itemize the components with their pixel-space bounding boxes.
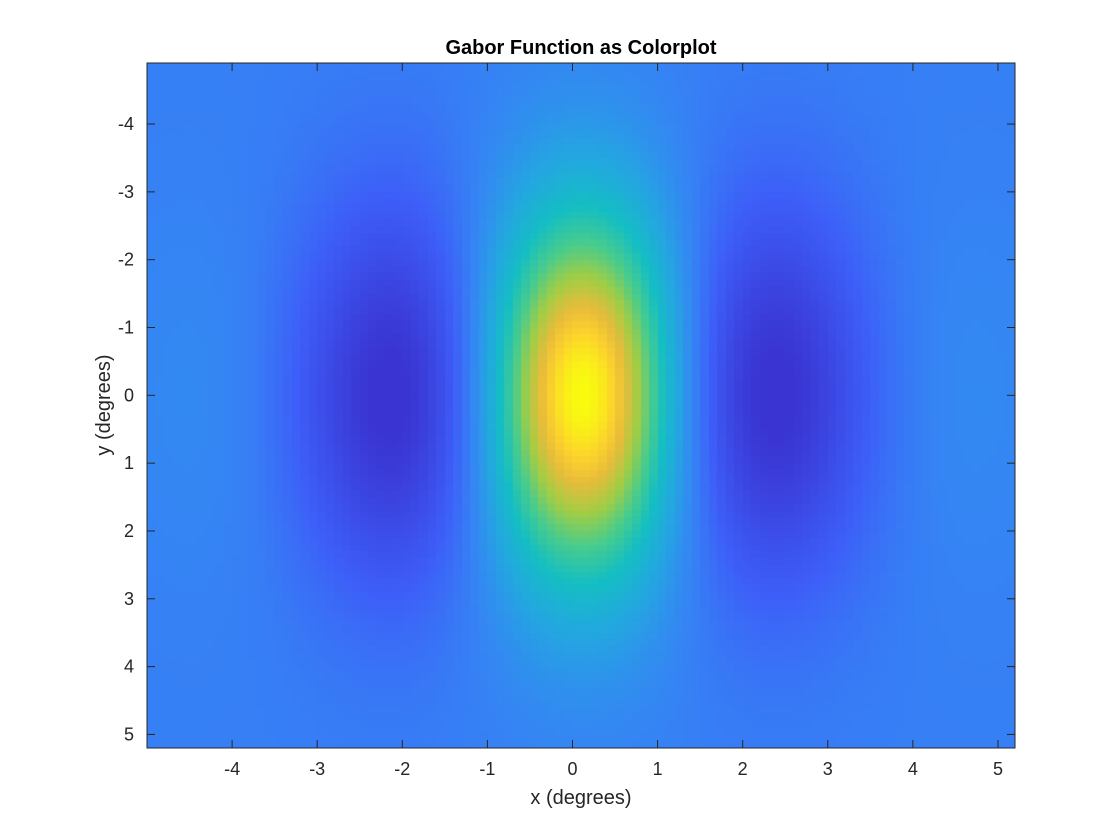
x-tick-label: 0	[567, 759, 577, 779]
x-tick-label: -3	[309, 759, 325, 779]
axes-box	[146, 62, 1016, 749]
x-tick-label: 5	[993, 759, 1003, 779]
y-tick-label: -1	[118, 318, 134, 338]
plot-area	[147, 63, 1015, 748]
x-tick-label: 4	[908, 759, 918, 779]
x-tick-label: -1	[479, 759, 495, 779]
x-tick-label: 2	[738, 759, 748, 779]
x-tick-label: -2	[394, 759, 410, 779]
x-tick-label: 3	[823, 759, 833, 779]
x-tick-label: 1	[653, 759, 663, 779]
y-tick-label: 4	[124, 657, 134, 677]
y-tick-label: 1	[124, 453, 134, 473]
x-axis-ticks: -4 -3 -2 -1 0 1 2 3 4 5	[224, 63, 1003, 779]
chart-title: Gabor Function as Colorplot	[445, 37, 716, 59]
heatmap-image	[147, 63, 1015, 748]
x-tick-label: -4	[224, 759, 240, 779]
y-tick-label: -4	[118, 114, 134, 134]
y-tick-label: -2	[118, 250, 134, 270]
y-tick-label: 3	[124, 589, 134, 609]
y-axis-ticks: -4 -3 -2 -1 0 1 2 3 4 5	[118, 114, 1015, 744]
x-axis-label: x (degrees)	[530, 787, 631, 809]
y-tick-label: 0	[124, 385, 134, 405]
y-axis-label: y (degrees)	[93, 354, 115, 455]
y-tick-label: 5	[124, 724, 134, 744]
y-tick-label: -3	[118, 182, 134, 202]
y-tick-label: 2	[124, 521, 134, 541]
